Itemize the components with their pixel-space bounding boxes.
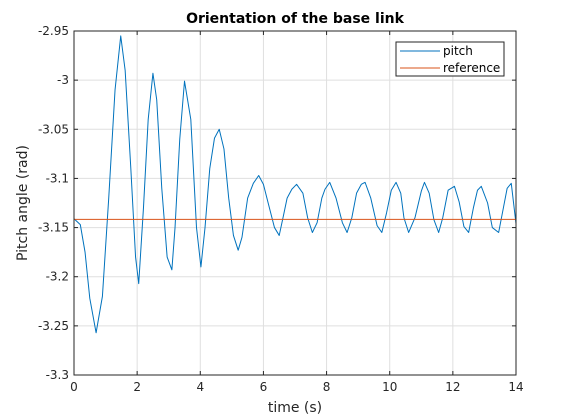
x-tick-label: 0 bbox=[70, 380, 78, 394]
y-tick-label: -3.15 bbox=[38, 221, 69, 235]
legend-box bbox=[395, 41, 505, 77]
legend-label-reference: reference bbox=[443, 61, 500, 75]
x-tick-label: 14 bbox=[508, 380, 523, 394]
x-axis-label: time (s) bbox=[268, 400, 322, 416]
x-tick-label: 10 bbox=[382, 380, 397, 394]
x-tick-label: 12 bbox=[445, 380, 460, 394]
y-tick-label: -3.1 bbox=[46, 171, 69, 185]
y-tick-label: -3.2 bbox=[46, 270, 69, 284]
x-tick-label: 8 bbox=[323, 380, 331, 394]
x-tick-label: 2 bbox=[133, 380, 141, 394]
x-ticks: 0 2 4 6 8 10 12 14 bbox=[70, 31, 524, 394]
y-tick-label: -3.25 bbox=[38, 319, 69, 333]
grid bbox=[73, 30, 517, 376]
chart-title: Orientation of the base link bbox=[186, 11, 405, 27]
y-ticks: -3.3 -3.25 -3.2 -3.15 -3.1 -3.05 -3 -2.95 bbox=[38, 24, 516, 382]
x-tick-label: 4 bbox=[196, 380, 204, 394]
y-tick-label: -3 bbox=[57, 73, 69, 87]
axes-box bbox=[73, 30, 517, 376]
y-tick-label: -3.3 bbox=[46, 368, 69, 382]
legend: pitch reference bbox=[395, 41, 505, 77]
series-line-pitch bbox=[73, 35, 517, 334]
x-tick-label: 6 bbox=[260, 380, 268, 394]
series-group bbox=[73, 35, 517, 334]
plot-background bbox=[74, 31, 516, 375]
legend-label-pitch: pitch bbox=[443, 44, 473, 58]
y-tick-label: -2.95 bbox=[38, 24, 69, 38]
y-tick-label: -3.05 bbox=[38, 122, 69, 136]
y-axis-label: Pitch angle (rad) bbox=[15, 145, 31, 261]
